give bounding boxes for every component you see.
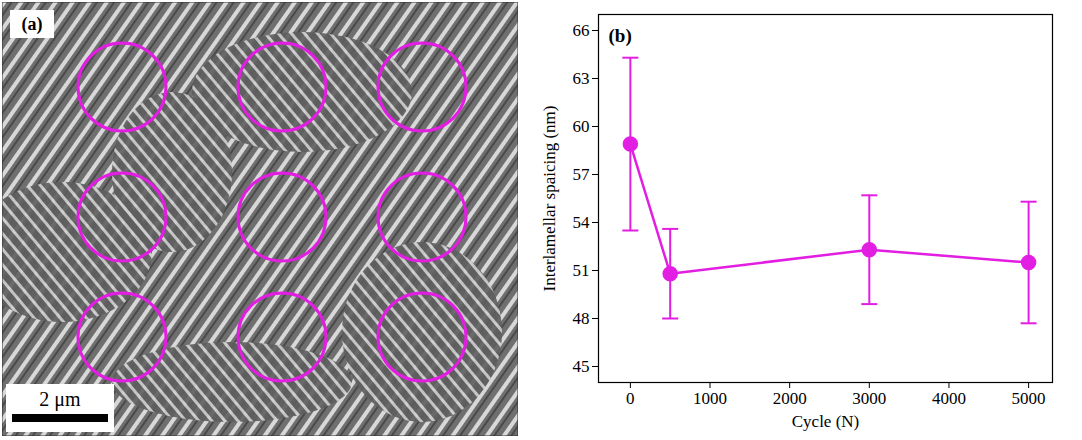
svg-text:0: 0 xyxy=(626,389,635,408)
svg-text:45: 45 xyxy=(573,357,590,376)
svg-text:66: 66 xyxy=(573,21,590,40)
svg-text:2 μm: 2 μm xyxy=(39,388,81,411)
svg-text:48: 48 xyxy=(573,309,590,328)
svg-text:4000: 4000 xyxy=(932,389,966,408)
svg-text:3000: 3000 xyxy=(852,389,886,408)
svg-text:63: 63 xyxy=(573,69,590,88)
svg-text:51: 51 xyxy=(573,261,590,280)
svg-text:(a): (a) xyxy=(22,14,43,35)
svg-text:5000: 5000 xyxy=(1012,389,1046,408)
svg-text:60: 60 xyxy=(573,117,590,136)
svg-text:57: 57 xyxy=(573,165,591,184)
svg-text:2000: 2000 xyxy=(773,389,807,408)
svg-text:Interlamellar spaicing (nm): Interlamellar spaicing (nm) xyxy=(540,106,559,292)
svg-text:54: 54 xyxy=(573,213,591,232)
svg-text:Cycle (N): Cycle (N) xyxy=(792,412,860,431)
svg-text:1000: 1000 xyxy=(693,389,727,408)
svg-text:(b): (b) xyxy=(609,25,632,47)
